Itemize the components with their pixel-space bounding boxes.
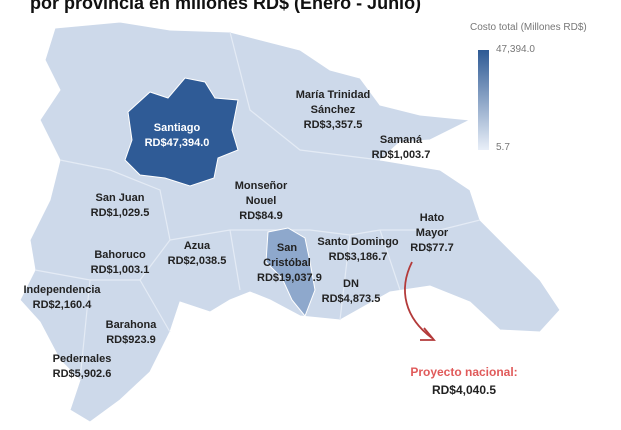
province-value: RD$3,357.5: [303, 119, 363, 131]
legend-bar: [478, 50, 489, 150]
province-label: Independencia RD$2,160.4: [12, 283, 112, 313]
province-label: Azua RD$2,038.5: [152, 239, 242, 269]
province-value: RD$77.7: [410, 242, 454, 254]
province-value: RD$923.9: [106, 334, 156, 346]
province-value: RD$2,038.5: [167, 255, 227, 267]
province-value: RD$1,003.7: [371, 149, 431, 161]
province-label: San Cristóbal RD$19,037.9: [257, 241, 322, 286]
province-label: Santo Domingo RD$3,186.7: [308, 235, 408, 265]
province-name: María Trinidad Sánchez: [295, 89, 371, 116]
province-value: RD$19,037.9: [257, 272, 322, 284]
province-name: Santo Domingo: [317, 236, 399, 248]
legend-min: 5.7: [496, 142, 510, 153]
province-santiago: [124, 77, 239, 187]
province-value: RD$84.9: [239, 210, 283, 222]
province-name: DN: [343, 278, 359, 290]
province-value: RD$3,186.7: [328, 251, 388, 263]
province-label: María Trinidad Sánchez RD$3,357.5: [283, 88, 383, 133]
province-name: Independencia: [23, 284, 101, 296]
national-value: RD$4,040.5: [431, 383, 497, 397]
province-name: Azua: [183, 240, 211, 252]
province-value: RD$1,003.1: [90, 264, 150, 276]
callout-arrow: [404, 261, 433, 339]
province-name: Monseñor Nouel: [234, 180, 288, 207]
province-name: Samaná: [379, 134, 423, 146]
province-value: RD$2,160.4: [32, 299, 92, 311]
province-name: Santiago: [153, 122, 201, 134]
title: por provincia en millones RD$ (Enero - J…: [30, 0, 422, 13]
province-name: Hato Mayor: [415, 212, 449, 239]
province-name: San Juan: [95, 192, 145, 204]
province-label: Santiago RD$47,394.0: [137, 121, 217, 151]
province-label: Pedernales RD$5,902.6: [37, 352, 127, 382]
province-label: DN RD$4,873.5: [311, 277, 391, 307]
province-borders: [34, 31, 481, 381]
national-label: Proyecto nacional:: [410, 365, 518, 379]
province-name: San Cristóbal: [263, 242, 311, 269]
province-label: Samaná RD$1,003.7: [356, 133, 446, 163]
province-name: Barahona: [105, 319, 157, 331]
province-label: Barahona RD$923.9: [86, 318, 176, 348]
province-value: RD$4,873.5: [321, 293, 381, 305]
province-label: Hato Mayor RD$77.7: [407, 211, 457, 256]
province-label: Bahoruco RD$1,003.1: [75, 248, 165, 278]
province-label: San Juan RD$1,029.5: [75, 191, 165, 221]
province-name: Pedernales: [52, 353, 112, 365]
province-value: RD$1,029.5: [90, 207, 150, 219]
province-name: Bahoruco: [94, 249, 146, 261]
legend-title: Costo total (Millones RD$): [470, 22, 587, 33]
province-san-cristobal: [265, 227, 316, 317]
legend-max: 47,394.0: [496, 44, 535, 55]
province-value: RD$5,902.6: [52, 368, 112, 380]
province-label: Monseñor Nouel RD$84.9: [226, 179, 296, 224]
province-value: RD$47,394.0: [144, 137, 210, 149]
callout-arrow-head: [420, 327, 436, 341]
